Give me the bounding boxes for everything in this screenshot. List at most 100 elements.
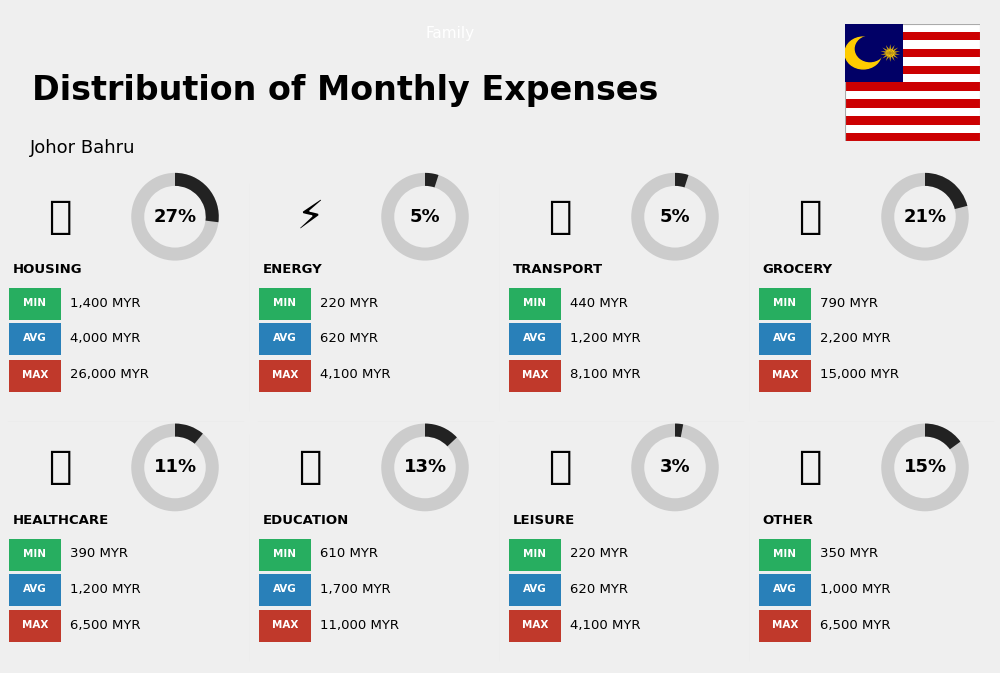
Bar: [845, 116, 980, 125]
Text: MIN: MIN: [524, 298, 546, 308]
Bar: [845, 82, 980, 91]
Polygon shape: [880, 53, 890, 59]
Text: GROCERY: GROCERY: [763, 263, 833, 276]
Polygon shape: [890, 53, 900, 59]
Text: AVG: AVG: [773, 584, 797, 594]
Text: 8,100 MYR: 8,100 MYR: [570, 368, 640, 381]
Text: AVG: AVG: [523, 584, 547, 594]
Text: 4,000 MYR: 4,000 MYR: [70, 332, 140, 345]
Text: 🛍: 🛍: [548, 448, 572, 487]
Text: 💰: 💰: [798, 448, 822, 487]
Bar: [845, 133, 980, 141]
Text: 21%: 21%: [903, 208, 947, 225]
Text: HOUSING: HOUSING: [12, 263, 82, 276]
Text: 5%: 5%: [660, 208, 690, 225]
Text: ⚡: ⚡: [296, 198, 324, 236]
Wedge shape: [381, 423, 469, 511]
Text: MIN: MIN: [524, 549, 546, 559]
Text: MAX: MAX: [772, 621, 798, 631]
Circle shape: [845, 37, 881, 69]
Text: MIN: MIN: [274, 298, 296, 308]
Bar: [845, 65, 980, 74]
Text: Johor Bahru: Johor Bahru: [30, 139, 136, 157]
FancyBboxPatch shape: [9, 323, 61, 355]
Text: 6,500 MYR: 6,500 MYR: [70, 619, 140, 632]
Text: 🏢: 🏢: [48, 198, 72, 236]
Text: 15,000 MYR: 15,000 MYR: [820, 368, 899, 381]
Text: MIN: MIN: [274, 549, 296, 559]
FancyBboxPatch shape: [759, 539, 811, 571]
Text: 6,500 MYR: 6,500 MYR: [820, 619, 891, 632]
Text: 220 MYR: 220 MYR: [570, 547, 628, 561]
FancyBboxPatch shape: [259, 323, 311, 355]
Text: MAX: MAX: [22, 621, 48, 631]
Text: 350 MYR: 350 MYR: [820, 547, 878, 561]
Text: 620 MYR: 620 MYR: [320, 332, 378, 345]
Wedge shape: [881, 173, 969, 260]
Text: 610 MYR: 610 MYR: [320, 547, 378, 561]
Wedge shape: [675, 173, 689, 187]
FancyBboxPatch shape: [759, 359, 811, 392]
Bar: [845, 40, 980, 48]
Bar: [845, 108, 980, 116]
FancyBboxPatch shape: [759, 574, 811, 606]
Text: 790 MYR: 790 MYR: [820, 297, 878, 310]
Text: TRANSPORT: TRANSPORT: [512, 263, 603, 276]
Text: 1,700 MYR: 1,700 MYR: [320, 583, 391, 596]
Text: Family: Family: [425, 26, 475, 41]
Wedge shape: [675, 423, 683, 437]
Wedge shape: [881, 423, 969, 511]
Text: MAX: MAX: [522, 621, 548, 631]
Wedge shape: [631, 173, 719, 260]
Text: MIN: MIN: [774, 298, 796, 308]
Bar: [845, 74, 980, 82]
Bar: [845, 125, 980, 133]
FancyBboxPatch shape: [259, 539, 311, 571]
Bar: [845, 91, 980, 99]
Text: 1,200 MYR: 1,200 MYR: [570, 332, 641, 345]
Wedge shape: [131, 423, 219, 511]
Polygon shape: [882, 45, 890, 53]
Text: Distribution of Monthly Expenses: Distribution of Monthly Expenses: [32, 74, 658, 108]
Text: MAX: MAX: [272, 621, 298, 631]
Polygon shape: [886, 53, 890, 62]
Bar: [845, 99, 980, 108]
FancyBboxPatch shape: [759, 288, 811, 320]
Text: AVG: AVG: [23, 333, 47, 343]
Text: ENERGY: ENERGY: [262, 263, 322, 276]
FancyBboxPatch shape: [259, 288, 311, 320]
Polygon shape: [886, 44, 890, 53]
FancyBboxPatch shape: [509, 288, 561, 320]
Wedge shape: [425, 173, 439, 187]
Text: 🎓: 🎓: [298, 448, 322, 487]
FancyBboxPatch shape: [9, 359, 61, 392]
Text: OTHER: OTHER: [763, 513, 813, 526]
Text: AVG: AVG: [523, 333, 547, 343]
Text: HEALTHCARE: HEALTHCARE: [12, 513, 109, 526]
Wedge shape: [381, 173, 469, 260]
Polygon shape: [890, 51, 900, 55]
Text: 2,200 MYR: 2,200 MYR: [820, 332, 891, 345]
Text: 440 MYR: 440 MYR: [570, 297, 628, 310]
Text: MAX: MAX: [772, 369, 798, 380]
FancyBboxPatch shape: [759, 323, 811, 355]
Text: AVG: AVG: [773, 333, 797, 343]
Wedge shape: [925, 423, 960, 450]
Text: 620 MYR: 620 MYR: [570, 583, 628, 596]
FancyBboxPatch shape: [509, 359, 561, 392]
Text: 27%: 27%: [153, 208, 197, 225]
Text: 4,100 MYR: 4,100 MYR: [570, 619, 640, 632]
Wedge shape: [131, 173, 219, 260]
Text: MIN: MIN: [24, 549, 46, 559]
Wedge shape: [925, 173, 967, 209]
Wedge shape: [425, 423, 457, 446]
Polygon shape: [880, 51, 890, 55]
Text: 1,200 MYR: 1,200 MYR: [70, 583, 141, 596]
Text: 220 MYR: 220 MYR: [320, 297, 378, 310]
FancyBboxPatch shape: [9, 610, 61, 643]
Polygon shape: [882, 53, 890, 61]
Bar: [845, 48, 980, 57]
Text: 390 MYR: 390 MYR: [70, 547, 128, 561]
Text: MIN: MIN: [774, 549, 796, 559]
Text: AVG: AVG: [273, 333, 297, 343]
